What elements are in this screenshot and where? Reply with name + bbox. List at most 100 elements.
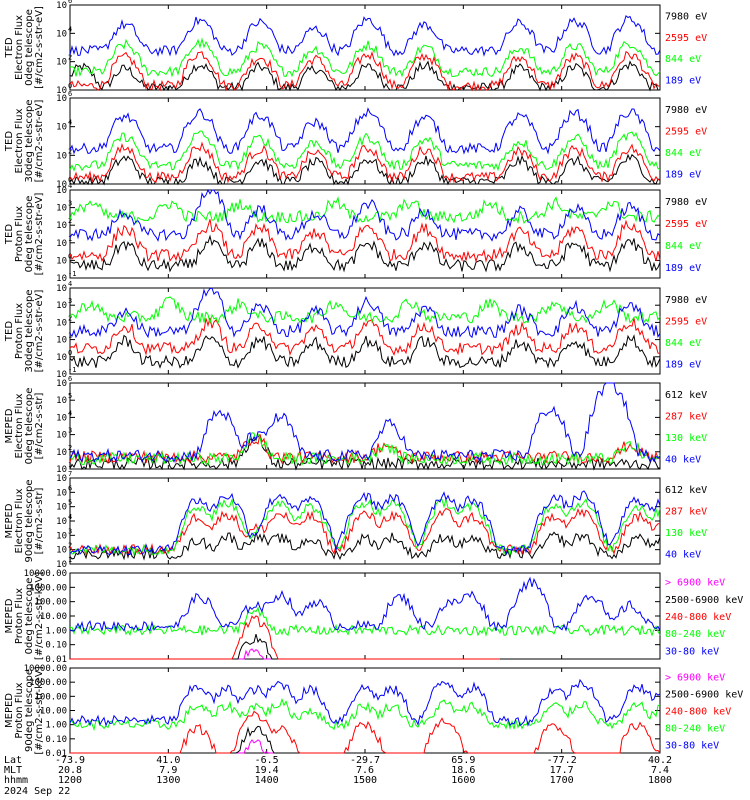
y-axis-label: TED <box>4 37 15 58</box>
footer-row-label: hhmm <box>4 775 28 786</box>
legend-entry: 7980 eV <box>665 197 707 208</box>
y-tick-label: 0.01 <box>45 749 67 759</box>
series-trace <box>69 130 661 172</box>
y-tick-exponent: -1 <box>68 366 76 374</box>
panel-frame <box>69 97 661 185</box>
y-tick-exponent: 1 <box>68 332 72 340</box>
y-axis-label: [#/cm2-s-str-keV] <box>34 666 45 754</box>
legend-entry: 844 eV <box>665 148 701 159</box>
series-trace <box>69 50 661 92</box>
y-axis-label: TED <box>4 131 15 152</box>
footer-mlt-value: 17.7 <box>550 765 574 776</box>
y-axis-label: [#/cm2-s-str-keV] <box>34 572 45 660</box>
series-trace <box>70 725 500 754</box>
y-axis-label: Proton Flux <box>14 588 25 644</box>
y-axis-label: 0deg telescope <box>24 578 35 655</box>
y-axis-label: TED <box>4 321 15 342</box>
series-trace <box>69 606 661 638</box>
series-trace <box>70 739 500 754</box>
footer-row-label: 2024 Sep 22 <box>4 786 70 797</box>
y-tick-label: 10 <box>56 180 67 190</box>
y-tick-exponent: 0 <box>68 252 72 260</box>
y-axis-label: 90deg telescope <box>24 479 35 562</box>
legend-entry: 189 eV <box>665 263 701 274</box>
series-trace <box>69 15 661 57</box>
y-tick-label: 10 <box>56 1 67 11</box>
y-tick-label: 0.01 <box>45 655 67 665</box>
footer-row-label: Lat <box>4 755 22 766</box>
y-tick-label: 10 <box>56 29 67 39</box>
y-axis-label: Proton Flux <box>14 303 25 359</box>
legend-entry: 130 keV <box>665 433 707 444</box>
y-tick-label: 10 <box>56 560 67 570</box>
footer-lat-value: -77.2 <box>547 755 577 766</box>
y-tick-exponent: 6 <box>68 484 72 492</box>
panel-frame <box>69 572 661 660</box>
panel-5: 101102103104105106MEPEDElectron Flux0deg… <box>4 375 707 475</box>
legend-entry: 844 eV <box>665 241 701 252</box>
legend-entry: 7980 eV <box>665 12 707 23</box>
y-tick-label: 10 <box>56 186 67 196</box>
y-tick-label: 10 <box>56 413 67 423</box>
y-tick-label: 10 <box>56 301 67 311</box>
footer-mlt-value: 20.8 <box>58 765 82 776</box>
series-trace <box>69 490 661 557</box>
footer-mlt-value: 7.9 <box>159 765 177 776</box>
y-tick-exponent: 2 <box>68 54 72 62</box>
y-tick-label: 10000.00 <box>24 664 67 674</box>
y-tick-exponent: 4 <box>68 513 72 521</box>
footer-hhmm-value: 1500 <box>353 775 377 786</box>
y-axis-label: [#/cm2-s-str-eV] <box>34 100 45 183</box>
legend-entry: 2595 eV <box>665 219 707 230</box>
footer-mlt-value: 7.4 <box>651 765 669 776</box>
y-axis-label: 0deg telescope <box>24 388 35 465</box>
y-tick-exponent: 6 <box>68 90 72 98</box>
footer-hhmm-value: 1300 <box>156 775 180 786</box>
legend-entry: 287 keV <box>665 506 707 517</box>
y-tick-label: 0.10 <box>45 641 67 651</box>
y-tick-exponent: 5 <box>68 499 72 507</box>
y-tick-exponent: 4 <box>68 280 72 288</box>
legend-entry: 80-240 keV <box>665 629 725 640</box>
legend-entry: 287 keV <box>665 411 707 422</box>
series-trace <box>69 153 661 186</box>
footer-mlt-value: 19.4 <box>255 765 279 776</box>
y-tick-label: 10 <box>56 448 67 458</box>
y-tick-label: 100.00 <box>34 692 67 702</box>
y-tick-label: 10 <box>56 488 67 498</box>
y-tick-label: 10 <box>56 431 67 441</box>
legend-entry: 189 eV <box>665 75 701 86</box>
series-trace <box>69 234 661 273</box>
y-tick-label: 10 <box>56 204 67 214</box>
legend-entry: 612 keV <box>665 485 707 496</box>
panel-frame <box>69 667 661 754</box>
panel-8: 0.01 0.10 1.00 10.00 100.00 1000.00 10000.00 ME… <box>4 664 743 759</box>
legend-entry: 40 keV <box>665 454 701 465</box>
series-trace <box>70 648 500 660</box>
footer-hhmm-value: 1700 <box>550 775 574 786</box>
y-tick-label: 10 <box>56 517 67 527</box>
footer-hhmm-value: 1800 <box>648 775 672 786</box>
y-tick-exponent: -1 <box>68 270 76 278</box>
series-trace <box>69 507 661 556</box>
y-tick-label: 10 <box>56 531 67 541</box>
footer-lat-value: 41.0 <box>156 755 180 766</box>
y-tick-label: 10 <box>56 239 67 249</box>
series-trace <box>69 498 661 557</box>
y-axis-label: Proton Flux <box>14 682 25 738</box>
y-tick-label: 10 <box>56 336 67 346</box>
y-axis-label: Electron Flux <box>14 15 25 80</box>
y-axis-label: [#/cm2-s-str-eV] <box>34 193 45 276</box>
y-tick-label: 10000.00 <box>24 569 67 579</box>
y-axis-label: MEPED <box>4 598 15 633</box>
y-tick-label: 10.00 <box>40 612 67 622</box>
y-tick-label: 10 <box>56 546 67 556</box>
series-trace <box>69 531 661 561</box>
series-trace <box>69 576 661 632</box>
